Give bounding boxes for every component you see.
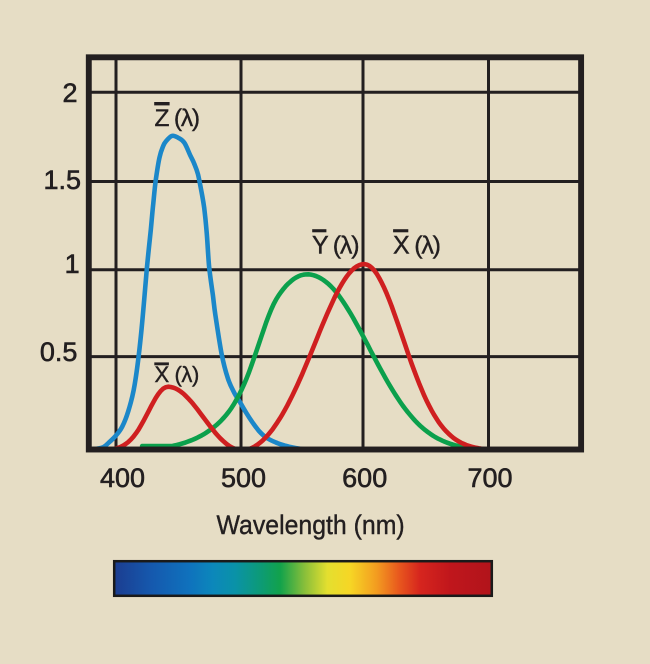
svg-text:X (λ): X (λ)	[393, 232, 440, 260]
svg-text:1: 1	[65, 249, 80, 279]
svg-text:2: 2	[62, 78, 77, 108]
svg-text:Y (λ): Y (λ)	[312, 232, 358, 260]
svg-text:Wavelength (nm): Wavelength (nm)	[217, 511, 405, 540]
svg-text:700: 700	[467, 463, 512, 493]
svg-text:0.5: 0.5	[40, 337, 78, 367]
svg-text:Z (λ): Z (λ)	[155, 105, 199, 132]
svg-text:400: 400	[100, 463, 145, 493]
svg-text:600: 600	[342, 463, 387, 493]
svg-text:X (λ): X (λ)	[155, 362, 199, 387]
svg-text:1.5: 1.5	[43, 165, 81, 195]
svg-text:500: 500	[221, 463, 266, 493]
